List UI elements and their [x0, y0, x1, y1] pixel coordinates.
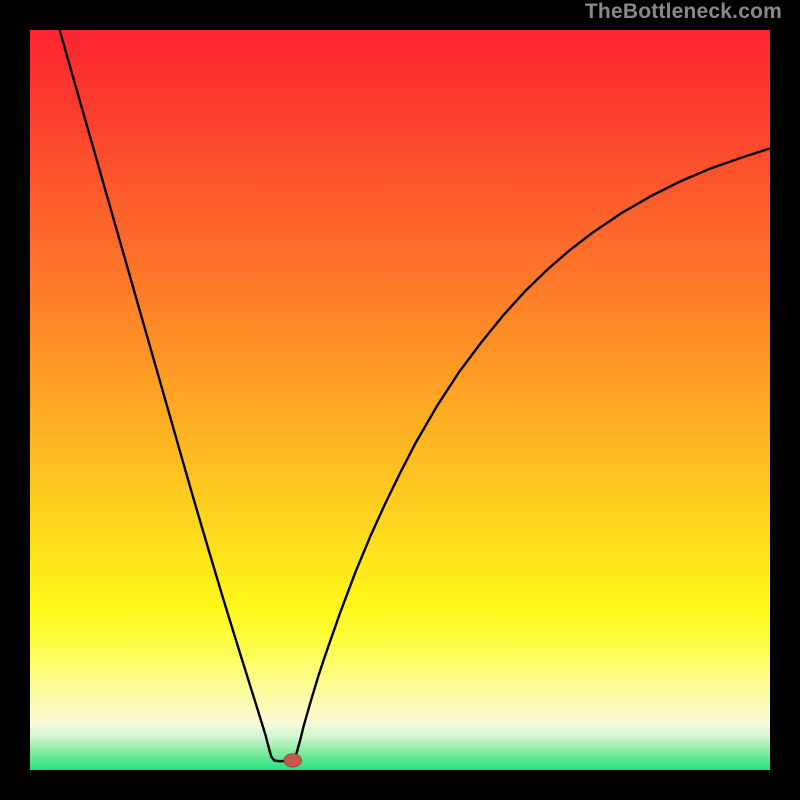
watermark-text: TheBottleneck.com — [585, 0, 782, 24]
optimal-point-marker — [284, 754, 302, 767]
plot-background — [30, 30, 770, 770]
plot-svg — [30, 30, 770, 770]
plot-area — [30, 30, 770, 770]
chart-container: TheBottleneck.com — [0, 0, 800, 800]
